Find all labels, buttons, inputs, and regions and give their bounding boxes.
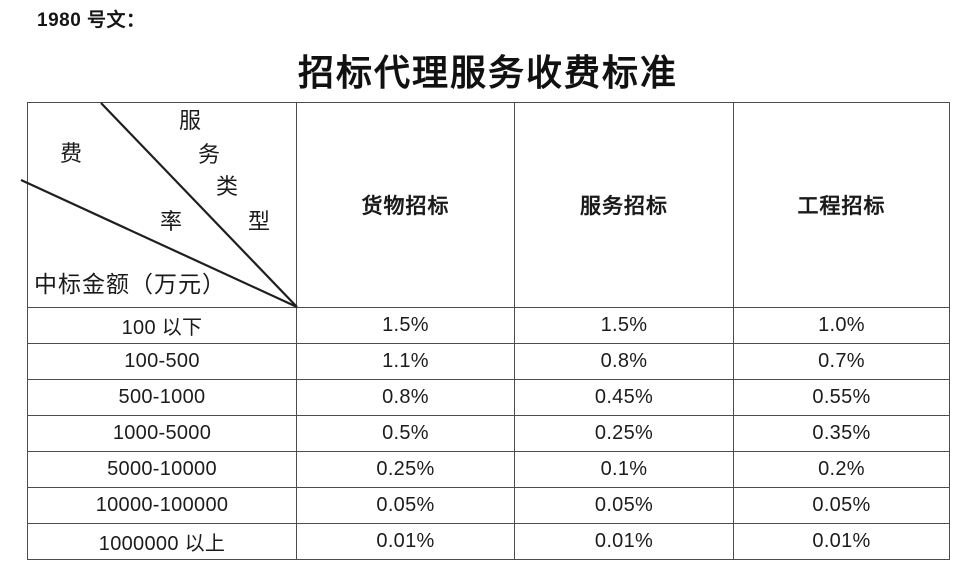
amount-cell: 1000-5000	[27, 415, 297, 452]
table-row: 1000000 以上 0.01% 0.01% 0.01%	[27, 523, 950, 560]
rate-cell: 1.5%	[296, 307, 515, 344]
table-row: 100 以下 1.5% 1.5% 1.0%	[27, 307, 950, 344]
diagonal-header-cell: 服 务 类 型 费 率 中标金额（万元）	[20, 102, 298, 308]
amount-cell: 500-1000	[27, 379, 297, 416]
fee-table: 服 务 类 型 费 率 中标金额（万元） 货物招标 服务招标 工程招标 100 …	[20, 102, 950, 560]
rate-cell: 0.25%	[296, 451, 515, 488]
rate-cell: 0.05%	[296, 487, 515, 524]
rate-cell: 0.01%	[514, 523, 734, 560]
rate-cell: 0.05%	[733, 487, 950, 524]
rate-cell: 0.25%	[514, 415, 734, 452]
rate-cell: 0.55%	[733, 379, 950, 416]
column-header-service: 服务招标	[514, 102, 734, 308]
table-row: 5000-10000 0.25% 0.1% 0.2%	[27, 451, 950, 488]
rate-cell: 1.5%	[514, 307, 734, 344]
table-row: 100-500 1.1% 0.8% 0.7%	[27, 343, 950, 380]
amount-cell: 100 以下	[27, 307, 297, 344]
rate-cell: 0.05%	[514, 487, 734, 524]
table-row: 10000-100000 0.05% 0.05% 0.05%	[27, 487, 950, 524]
rate-cell: 1.1%	[296, 343, 515, 380]
corner-service-type-char-3: 类	[215, 174, 239, 199]
rate-cell: 0.7%	[733, 343, 950, 380]
page-title: 招标代理服务收费标准	[297, 53, 678, 93]
table-row: 1000-5000 0.5% 0.25% 0.35%	[27, 415, 950, 452]
column-header-goods: 货物招标	[296, 102, 515, 308]
amount-cell: 5000-10000	[27, 451, 297, 488]
table-row: 500-1000 0.8% 0.45% 0.55%	[27, 379, 950, 416]
rate-cell: 0.01%	[733, 523, 950, 560]
corner-service-type-char-4: 型	[247, 209, 271, 234]
rate-cell: 0.8%	[296, 379, 515, 416]
header-row: 服 务 类 型 费 率 中标金额（万元） 货物招标 服务招标 工程招标	[20, 102, 950, 308]
column-header-engineering: 工程招标	[733, 102, 950, 308]
corner-rate-char-2: 率	[159, 209, 183, 234]
amount-cell: 10000-100000	[27, 487, 297, 524]
corner-service-type-char-2: 务	[197, 142, 221, 167]
corner-service-type-char-1: 服	[178, 108, 202, 133]
rate-cell: 0.01%	[296, 523, 515, 560]
rate-cell: 0.8%	[514, 343, 734, 380]
rate-cell: 0.5%	[296, 415, 515, 452]
corner-rate-char-1: 费	[59, 141, 83, 166]
amount-cell: 1000000 以上	[27, 523, 297, 560]
rate-cell: 0.2%	[733, 451, 950, 488]
rate-cell: 0.45%	[514, 379, 734, 416]
doc-number: 1980 号文：	[37, 10, 146, 31]
rate-cell: 1.0%	[733, 307, 950, 344]
corner-amount-label: 中标金额（万元）	[34, 272, 226, 297]
rate-cell: 0.35%	[733, 415, 950, 452]
amount-cell: 100-500	[27, 343, 297, 380]
rate-cell: 0.1%	[514, 451, 734, 488]
